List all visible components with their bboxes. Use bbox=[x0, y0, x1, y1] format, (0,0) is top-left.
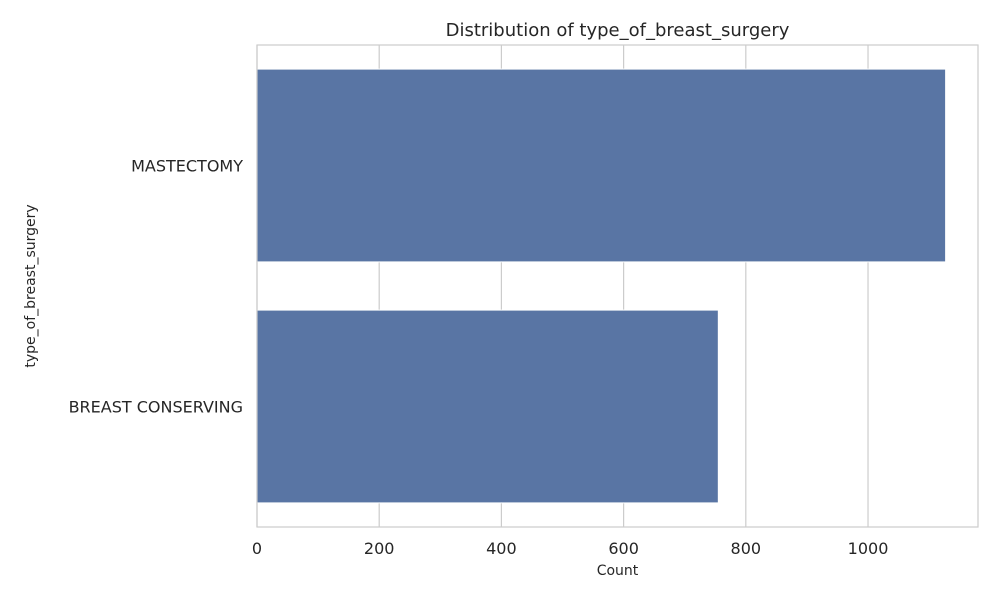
x-axis-label: Count bbox=[597, 563, 639, 579]
y-axis-label: type_of_breast_surgery bbox=[23, 204, 39, 367]
x-tick-label: 800 bbox=[731, 539, 762, 558]
y-tick-label: MASTECTOMY bbox=[131, 157, 243, 176]
x-tick-label: 400 bbox=[486, 539, 517, 558]
x-tick-label: 600 bbox=[608, 539, 639, 558]
bar-mastectomy bbox=[256, 68, 947, 263]
y-tick-labels: MASTECTOMY BREAST CONSERVING bbox=[69, 157, 244, 417]
plot-frame bbox=[256, 44, 979, 528]
y-tick-label: BREAST CONSERVING bbox=[69, 398, 243, 417]
x-tick-labels: 0 200 400 600 800 1000 bbox=[252, 539, 888, 558]
bars bbox=[256, 68, 947, 504]
bar-breast-conserving bbox=[256, 309, 719, 504]
x-tick-label: 1000 bbox=[848, 539, 889, 558]
x-tick-label: 0 bbox=[252, 539, 262, 558]
chart-title: Distribution of type_of_breast_surgery bbox=[446, 20, 790, 41]
x-tick-label: 200 bbox=[364, 539, 395, 558]
